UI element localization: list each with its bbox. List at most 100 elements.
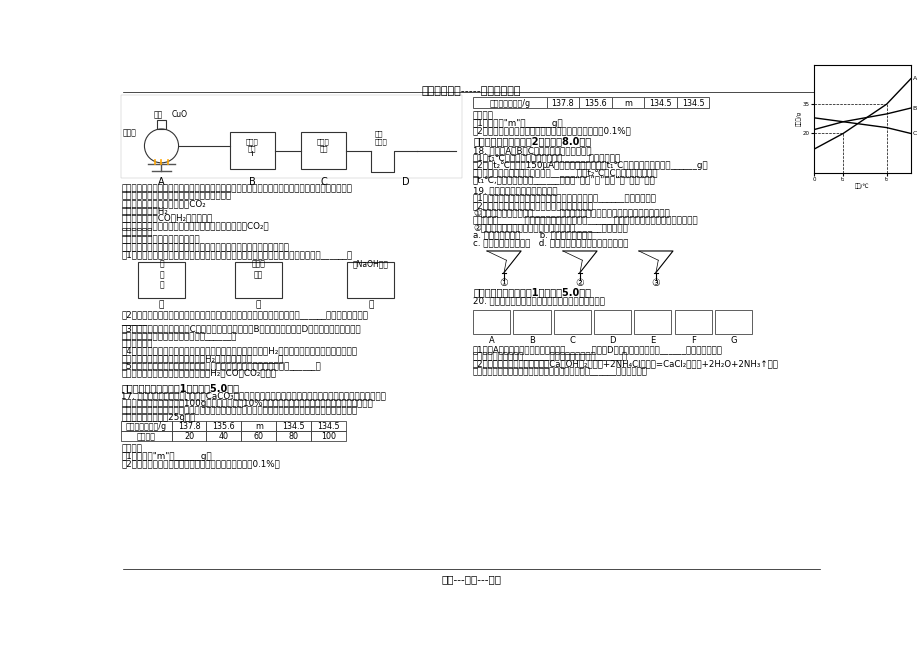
Text: 溶槽花: 溶槽花 bbox=[122, 128, 137, 137]
Text: 浓
硫
酸: 浓 硫 酸 bbox=[159, 260, 164, 290]
Text: CuO: CuO bbox=[171, 111, 187, 120]
Text: （1）表中的"m"为______g；: （1）表中的"m"为______g； bbox=[472, 118, 563, 128]
Text: 澄清石
灰水: 澄清石 灰水 bbox=[251, 260, 265, 279]
Text: 无水硫酸铜遇水由白色变为蓝色。: 无水硫酸铜遇水由白色变为蓝色。 bbox=[121, 236, 199, 245]
Text: 碳粉: 碳粉 bbox=[153, 111, 163, 120]
Text: 为蓝色。写出乙中变化的化学方程式______。: 为蓝色。写出乙中变化的化学方程式______。 bbox=[121, 332, 236, 341]
X-axis label: 温度/℃: 温度/℃ bbox=[855, 183, 868, 189]
Text: （1）表中的"m"为______g；: （1）表中的"m"为______g； bbox=[121, 452, 211, 461]
Text: 反应时间: 反应时间 bbox=[137, 432, 155, 441]
Text: 及其中的剩余物进行了五次称量，记录数据如下：（假设反应匀速进行）余质不溶于水，也不与稀盐酸: 及其中的剩余物进行了五次称量，记录数据如下：（假设反应匀速进行）余质不溶于水，也… bbox=[121, 406, 357, 415]
Text: 澄清石
灰水: 澄清石 灰水 bbox=[317, 138, 330, 152]
Bar bbox=[311, 431, 346, 441]
Text: ①实验主要步骤：称量与______、过滤、蒸发。实验中多次使用玻璃棒，过滤时: ①实验主要步骤：称量与______、过滤、蒸发。实验中多次使用玻璃棒，过滤时 bbox=[472, 208, 669, 217]
Text: 18. 如图是A、B、C三种物质的溶解度曲线。: 18. 如图是A、B、C三种物质的溶解度曲线。 bbox=[472, 146, 591, 155]
Bar bbox=[472, 309, 510, 334]
Text: 甲: 甲 bbox=[159, 300, 164, 309]
Text: 【查阅资料】: 【查阅资料】 bbox=[121, 229, 153, 237]
Text: C: C bbox=[569, 336, 574, 344]
Text: 澄清石
灰水: 澄清石 灰水 bbox=[245, 138, 258, 152]
Text: A: A bbox=[488, 336, 494, 344]
Text: ②: ② bbox=[575, 278, 584, 288]
Bar bbox=[206, 431, 241, 441]
Text: 134.5: 134.5 bbox=[317, 422, 339, 431]
Bar bbox=[643, 98, 676, 108]
Bar bbox=[714, 309, 751, 334]
Bar bbox=[594, 309, 630, 334]
Bar bbox=[347, 262, 393, 298]
Text: B: B bbox=[248, 176, 255, 187]
Text: 135.6: 135.6 bbox=[212, 422, 235, 431]
Bar bbox=[156, 120, 166, 129]
Bar bbox=[311, 421, 346, 431]
Bar bbox=[121, 431, 171, 441]
Bar bbox=[276, 431, 311, 441]
Text: 【设计实验】各作学习小组成员设计了如下实验装置图，并进行了实验。: 【设计实验】各作学习小组成员设计了如下实验装置图，并进行了实验。 bbox=[121, 243, 289, 252]
Text: 135.6: 135.6 bbox=[584, 99, 607, 108]
Text: E: E bbox=[650, 336, 654, 344]
Text: 请计算：: 请计算： bbox=[472, 111, 494, 120]
Text: 乙: 乙 bbox=[255, 300, 261, 309]
Text: 无水
硫酸铜: 无水 硫酸铜 bbox=[374, 130, 387, 145]
Text: （2）实验室制氨气的反应原理是Ca（OH）₂（固）+2NH₄Cl（固）=CaCl₂（固）+2H₂O+2NH₃↑，要: （2）实验室制氨气的反应原理是Ca（OH）₂（固）+2NH₄Cl（固）=CaCl… bbox=[472, 359, 778, 368]
Text: 反应，烧杯的质量为25g。）: 反应，烧杯的质量为25g。） bbox=[121, 413, 196, 422]
Text: 了可燃性气体。同时应该还有未反应的水蒸气。: 了可燃性气体。同时应该还有未反应的水蒸气。 bbox=[121, 191, 232, 201]
Text: 【实验结论】烘热的炭和水蒸气反应有H₂、CO和CO₂生成。: 【实验结论】烘热的炭和水蒸气反应有H₂、CO和CO₂生成。 bbox=[121, 368, 276, 378]
Text: 一定量的石灰石样品研碎和100g溶质质量分数为10%的稀盐酸放入烧杯中，在化学反应过程中对烧杯: 一定量的石灰石样品研碎和100g溶质质量分数为10%的稀盐酸放入烧杯中，在化学反… bbox=[121, 399, 373, 408]
Text: （1）制作过滤器的过程如图所示，其正确操作顺序为______（填序号）。: （1）制作过滤器的过程如图所示，其正确操作顺序为______（填序号）。 bbox=[472, 193, 656, 202]
Text: a. 蒸发时液滴溅出       b. 过滤时，滤纸破损: a. 蒸发时液滴溅出 b. 过滤时，滤纸破损 bbox=[472, 230, 592, 240]
Text: 到t₁℃,溶质质量分数会______（选填“增加”、“减少”、“不变”）。: 到t₁℃,溶质质量分数会______（选填“增加”、“减少”、“不变”）。 bbox=[472, 176, 655, 184]
Text: （2）在t₂℃时，把150μA物质的饱和溶液降温到t₁℃，析出晶体的质量为______g，: （2）在t₂℃时，把150μA物质的饱和溶液降温到t₁℃，析出晶体的质量为___… bbox=[472, 161, 708, 170]
Text: 19. 在实验室中蒸粗盐中的泥沙。: 19. 在实验室中蒸粗盐中的泥沙。 bbox=[472, 186, 557, 195]
Text: （2）该石灰石中碳酸钙的质量分数。（计算结果精确至0.1%）: （2）该石灰石中碳酸钙的质量分数。（计算结果精确至0.1%） bbox=[121, 459, 279, 468]
Text: 烧杯和药品质量/g: 烧杯和药品质量/g bbox=[126, 422, 166, 431]
Text: 烧杯和药品质量/g: 烧杯和药品质量/g bbox=[489, 99, 530, 108]
Bar bbox=[235, 262, 281, 298]
Bar bbox=[138, 262, 185, 298]
Text: 浓NaOH溶液: 浓NaOH溶液 bbox=[352, 260, 389, 269]
Bar bbox=[546, 98, 579, 108]
Text: 请计算：: 请计算： bbox=[121, 445, 142, 454]
Bar bbox=[171, 431, 206, 441]
Text: 五、探究题（本大题共1小题，共5.0分）: 五、探究题（本大题共1小题，共5.0分） bbox=[472, 287, 590, 297]
Text: C: C bbox=[320, 176, 326, 187]
Text: G: G bbox=[730, 336, 736, 344]
Text: 三、计算题（本大题共1小题，共5.0分）: 三、计算题（本大题共1小题，共5.0分） bbox=[121, 383, 239, 393]
Text: 134.5: 134.5 bbox=[681, 99, 704, 108]
Text: （2）已知试管内棉花不参与反应，它的作用是倒造水蒸气，装置丙的作用是______，装置甲的作用是: （2）已知试管内棉花不参与反应，它的作用是倒造水蒸气，装置丙的作用是______… bbox=[121, 310, 368, 319]
Text: D: D bbox=[402, 176, 409, 187]
Bar bbox=[553, 309, 590, 334]
Text: ______: ______ bbox=[121, 317, 147, 326]
Bar bbox=[611, 98, 643, 108]
Text: （1）用A装置制取氧气的化学方程式是______。选择D装置收集氧气是因为______，实验室制取二: （1）用A装置制取氧气的化学方程式是______。选择D装置收集氧气是因为___… bbox=[472, 345, 722, 354]
Text: C: C bbox=[912, 131, 916, 136]
Text: 精选优质文档-----倾情为你奉上: 精选优质文档-----倾情为你奉上 bbox=[421, 86, 521, 96]
Text: 制取并收集干燥的氨气，所选装置正确的连接顺序是______（填代号）。: 制取并收集干燥的氨气，所选装置正确的连接顺序是______（填代号）。 bbox=[472, 367, 647, 376]
Text: m: m bbox=[255, 422, 263, 431]
Text: m: m bbox=[623, 99, 631, 108]
Text: 小梅：可能含有H₂: 小梅：可能含有H₂ bbox=[121, 206, 168, 215]
Text: 80: 80 bbox=[289, 432, 299, 441]
Bar bbox=[633, 309, 671, 334]
Text: 四、简答题（本大题共2小题，共8.0分）: 四、简答题（本大题共2小题，共8.0分） bbox=[472, 137, 591, 146]
Text: 100: 100 bbox=[321, 432, 335, 441]
Bar bbox=[121, 421, 171, 431]
Bar bbox=[301, 132, 346, 169]
Text: 137.8: 137.8 bbox=[551, 99, 573, 108]
Text: 小明：也可能是CO和H₂的混合物；: 小明：也可能是CO和H₂的混合物； bbox=[121, 214, 212, 223]
Text: 17. 我市蕴产石灰石，主要成分是CaCO₃，某同学为了测定石灰石中碳酸钙的质量分数进行了如下实验，取: 17. 我市蕴产石灰石，主要成分是CaCO₃，某同学为了测定石灰石中碳酸钙的质量… bbox=[121, 391, 386, 400]
Text: 氧化碳的化学方程式是______，适用的发生装置是______。: 氧化碳的化学方程式是______，适用的发生装置是______。 bbox=[472, 352, 628, 361]
Text: 此时所得溶液中溶质的质量分数为______。把t₂℃时C物质的饱和溶液降: 此时所得溶液中溶质的质量分数为______。把t₂℃时C物质的饱和溶液降 bbox=[472, 168, 658, 177]
Text: 137.8: 137.8 bbox=[177, 422, 200, 431]
Text: 小虎：不排除存在可燃性气体生成，有可能还有少量看CO₂。: 小虎：不排除存在可燃性气体生成，有可能还有少量看CO₂。 bbox=[121, 221, 268, 230]
Text: 【提出猜想】小军：可能含有CO₂: 【提出猜想】小军：可能含有CO₂ bbox=[121, 199, 206, 208]
Bar bbox=[171, 421, 206, 431]
Text: ②下列因素会导致锁得的精盐质量偏小的是______（填序号）: ②下列因素会导致锁得的精盐质量偏小的是______（填序号） bbox=[472, 223, 628, 232]
Text: 专心---专注---专业: 专心---专注---专业 bbox=[441, 574, 501, 584]
Bar bbox=[276, 421, 311, 431]
Bar bbox=[579, 98, 611, 108]
Text: 它的作用是______；蒸发时，待蒸发出中出现______时停止加热，利用余热将溶液蒸干。: 它的作用是______；蒸发时，待蒸发出中出现______时停止加热，利用余热将… bbox=[472, 216, 698, 225]
Text: B: B bbox=[528, 336, 534, 344]
Text: （5）小明认为连实验结上述改进后，还存在一个明显的缺陷。该缺陷是______。: （5）小明认为连实验结上述改进后，还存在一个明显的缺陷。该缺陷是______。 bbox=[121, 361, 321, 370]
Bar bbox=[513, 309, 550, 334]
